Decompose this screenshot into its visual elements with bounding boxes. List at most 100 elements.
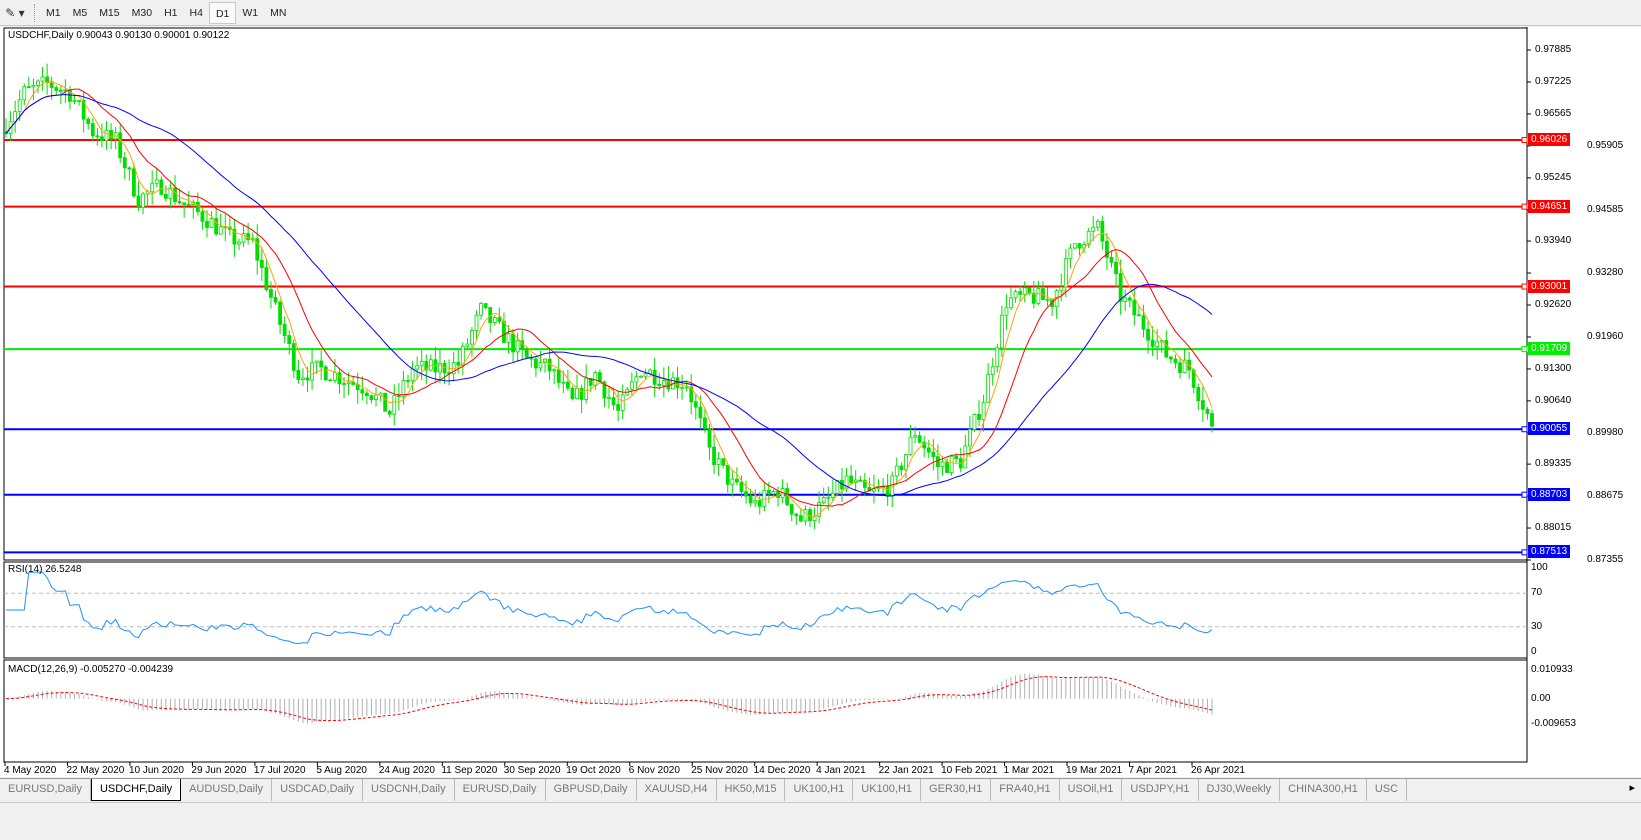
price-tick-label: 0.87355 xyxy=(1587,554,1624,565)
candle-body xyxy=(693,401,698,408)
timeframe-m1[interactable]: M1 xyxy=(46,6,61,19)
timeframe-m30[interactable]: M30 xyxy=(131,6,153,19)
chart-tab[interactable]: USDCNH,Daily xyxy=(363,779,455,801)
candle-body xyxy=(602,381,607,399)
candle-body xyxy=(716,458,721,465)
chart-tab[interactable]: USDCAD,Daily xyxy=(272,779,364,801)
chart-window[interactable]: USDCHF,Daily 0.90043 0.90130 0.90001 0.9… xyxy=(0,27,1641,777)
candle-body xyxy=(259,259,264,268)
candle-body xyxy=(977,413,981,420)
timeframe-w1[interactable]: W1 xyxy=(242,6,259,19)
candle-body xyxy=(629,381,634,390)
chart-tab[interactable]: USOil,H1 xyxy=(1060,779,1123,801)
price-tick-label: 0.88015 xyxy=(1535,522,1572,534)
chart-tab[interactable]: FRA40,H1 xyxy=(991,779,1060,801)
candle-body xyxy=(1164,340,1169,358)
candle-body xyxy=(342,383,346,385)
candle-body xyxy=(319,360,324,368)
moving-average-line xyxy=(5,88,1213,507)
candle-body xyxy=(396,395,401,397)
chart-tab[interactable]: CHINA300,H1 xyxy=(1280,779,1367,801)
candle-body xyxy=(986,374,991,403)
timeframe-h4[interactable]: H4 xyxy=(189,6,203,19)
price-tick-label: 0.91960 xyxy=(1587,330,1624,342)
candle-body xyxy=(817,502,822,517)
candle-body xyxy=(273,296,278,303)
chart-tab[interactable]: EURUSD,Daily xyxy=(0,779,91,801)
candle-body xyxy=(1068,247,1073,260)
status-area xyxy=(0,802,1641,840)
candle-body xyxy=(798,515,803,522)
candle-body xyxy=(291,343,296,371)
macd-tick-label: 0.00 xyxy=(1531,692,1551,704)
chart-tab[interactable]: AUDUSD,Daily xyxy=(181,779,273,801)
candle-body xyxy=(241,233,246,243)
chart-tab[interactable]: HK50,M15 xyxy=(717,779,786,801)
candle-body xyxy=(689,386,694,403)
candle-body xyxy=(141,193,145,208)
candle-body xyxy=(744,491,748,497)
candle-body xyxy=(72,100,77,102)
candle-body xyxy=(575,387,579,399)
candle-body xyxy=(31,85,36,88)
chart-tab[interactable]: EURUSD,Daily xyxy=(455,779,546,801)
drawing-tools-dropdown[interactable]: ✎ ▾ xyxy=(5,5,25,20)
candle-body xyxy=(392,395,397,415)
chart-tab[interactable]: XAUUSD,H4 xyxy=(637,779,717,801)
chart-tab[interactable]: USDCHF,Daily xyxy=(90,779,182,801)
chart-tab[interactable]: USDJPY,H1 xyxy=(1122,779,1199,801)
tabs-scroll-right-icon[interactable]: ▸ xyxy=(1629,782,1635,794)
level-price-tag: 0.94651 xyxy=(1528,199,1571,213)
candle-body xyxy=(383,392,388,412)
price-tick-label: 0.91300 xyxy=(1535,362,1572,374)
date-tick-label: 24 Aug 2020 xyxy=(378,765,435,776)
candle-body xyxy=(1118,273,1123,302)
candle-body xyxy=(835,480,840,494)
candle-body xyxy=(360,389,365,394)
candle-body xyxy=(364,392,369,397)
candle-body xyxy=(515,340,520,353)
candle-body xyxy=(1004,307,1009,316)
candle-body xyxy=(999,314,1004,349)
rsi-line xyxy=(6,571,1213,645)
price-tick-label: 0.97225 xyxy=(1535,75,1572,87)
price-tick-label: 0.95245 xyxy=(1535,171,1572,183)
chart-tab[interactable]: GBPUSD,Daily xyxy=(546,779,637,801)
candle-body xyxy=(13,111,18,123)
chart-tab[interactable]: UK100,H1 xyxy=(785,779,854,801)
candle-body xyxy=(762,489,767,507)
date-tick-label: 26 Apr 2021 xyxy=(1191,765,1245,776)
timeframe-m5[interactable]: M5 xyxy=(72,6,88,19)
candle-body xyxy=(639,375,643,378)
chart-tab[interactable]: DJ30,Weekly xyxy=(1199,779,1281,801)
timeframe-mn[interactable]: MN xyxy=(270,6,287,19)
chart-tab[interactable]: USC xyxy=(1367,779,1408,801)
timeframe-d1[interactable]: D1 xyxy=(208,1,237,24)
timeframe-h1[interactable]: H1 xyxy=(164,6,178,19)
timeframe-m15[interactable]: M15 xyxy=(99,6,120,19)
candle-body xyxy=(4,131,8,134)
candle-body xyxy=(506,333,511,343)
candle-body xyxy=(945,461,949,473)
chart-canvas[interactable] xyxy=(0,27,1641,777)
chart-tab[interactable]: GER30,H1 xyxy=(921,779,992,801)
candle-body xyxy=(1095,221,1100,228)
candle-body xyxy=(278,301,282,325)
candle-body xyxy=(150,182,155,193)
date-tick-label: 22 May 2020 xyxy=(66,765,125,776)
candle-body xyxy=(218,226,223,235)
candle-body xyxy=(54,87,59,91)
candle-body xyxy=(771,491,776,495)
candle-body xyxy=(556,369,561,383)
date-tick-label: 19 Mar 2021 xyxy=(1066,765,1123,776)
macd-tick-label: 0.010933 xyxy=(1531,664,1573,675)
candle-body xyxy=(703,417,707,429)
candle-body xyxy=(269,289,273,298)
price-tick-label: 0.89980 xyxy=(1587,426,1624,438)
chart-tab[interactable]: UK100,H1 xyxy=(853,779,922,801)
candle-body xyxy=(680,386,684,389)
candle-body xyxy=(26,86,31,89)
candle-body xyxy=(858,479,863,482)
candle-body xyxy=(369,395,374,400)
candle-body xyxy=(908,436,913,455)
